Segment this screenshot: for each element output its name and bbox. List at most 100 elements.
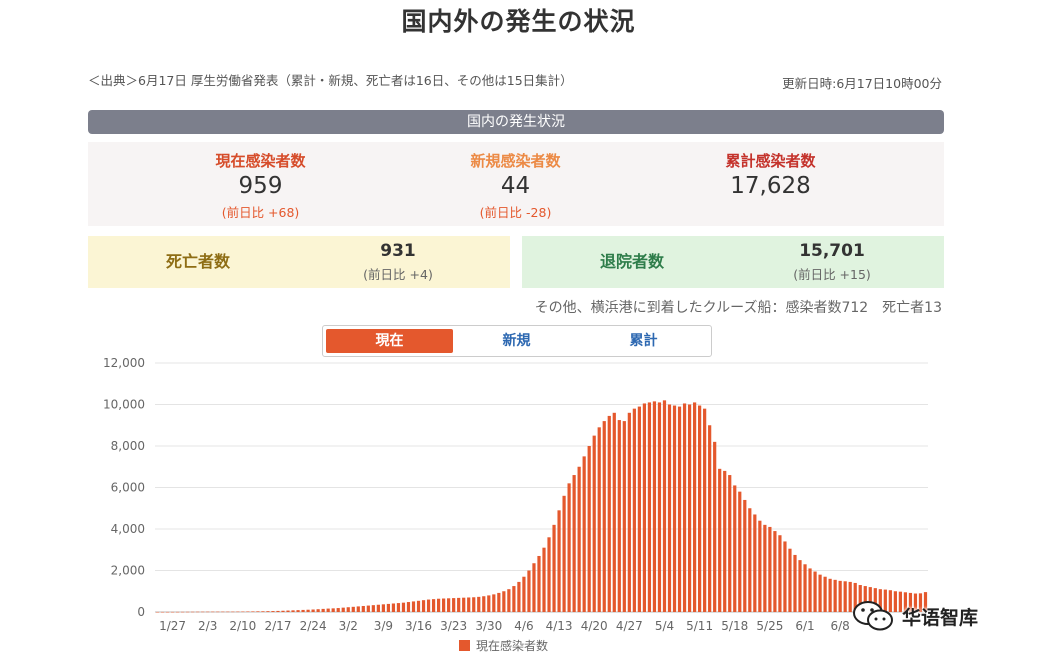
bar [783, 541, 787, 612]
bar [436, 598, 441, 612]
bar [281, 610, 285, 612]
bar [863, 586, 867, 612]
recovered-panel: 退院者数 15,701 (前日比 +15) [522, 236, 944, 288]
x-tick-label: 3/30 [475, 619, 502, 633]
bar [868, 587, 872, 612]
bar [301, 609, 305, 612]
y-tick-label: 10,000 [103, 398, 145, 412]
bar [532, 563, 536, 612]
bar [191, 611, 195, 613]
bar [356, 606, 360, 612]
x-tick-label: 1/27 [159, 619, 186, 633]
bar [617, 420, 621, 612]
bar [572, 475, 576, 612]
bar [336, 608, 340, 612]
bar [798, 560, 802, 612]
stat-current: 現在感染者数 959 (前日比 +68) [118, 142, 403, 221]
stats-panel: 現在感染者数 959 (前日比 +68) 新規感染者数 44 (前日比 -28)… [88, 142, 944, 226]
bar [442, 598, 446, 612]
deaths-panel: 死亡者数 931 (前日比 +4) [88, 236, 510, 288]
bar [186, 611, 190, 613]
bar [361, 605, 365, 612]
bar [778, 535, 782, 612]
bar [492, 594, 496, 612]
bar [818, 574, 822, 612]
bar [597, 427, 601, 612]
bar [271, 611, 275, 612]
x-tick-label: 4/13 [546, 619, 573, 633]
bar [321, 608, 325, 612]
bar [723, 470, 727, 612]
x-tick-label: 4/20 [581, 619, 608, 633]
bar [748, 508, 752, 612]
bar [562, 495, 566, 612]
legend-swatch [459, 640, 470, 651]
bar [853, 582, 857, 612]
bar [527, 570, 531, 612]
bar [306, 609, 310, 612]
bar [155, 611, 160, 613]
bar [376, 604, 380, 612]
bar [452, 598, 456, 612]
bar [421, 600, 426, 612]
tab-total[interactable]: 累計 [629, 333, 658, 349]
bar [708, 425, 712, 612]
bar [431, 599, 436, 612]
bar [647, 402, 652, 612]
bar [612, 412, 616, 612]
bar [592, 435, 596, 612]
recovered-label: 退院者数 [599, 252, 664, 271]
x-tick-label: 2/3 [198, 619, 217, 633]
y-tick-label: 8,000 [111, 439, 145, 453]
bar [888, 590, 892, 612]
bar [467, 597, 471, 612]
bar [753, 514, 757, 612]
chart-tabs: 現在 新規 累計 [322, 325, 712, 357]
bar [507, 589, 511, 612]
bar [652, 401, 657, 612]
bar [642, 403, 647, 612]
stat-new: 新規感染者数 44 (前日比 -28) [373, 142, 658, 221]
bar [487, 595, 491, 612]
bar [692, 402, 697, 612]
bar [848, 581, 852, 612]
source-note: ＜出典＞6月17日 厚生労働省発表（累計・新規、死亡者は16日、その他は15日集… [88, 73, 573, 88]
tab-new[interactable]: 新規 [502, 333, 531, 349]
bar [913, 593, 918, 612]
bar [256, 611, 260, 612]
bar [567, 483, 571, 612]
stat-current-delta: (前日比 +68) [221, 205, 300, 220]
bar [276, 610, 280, 612]
bar [502, 591, 506, 612]
deaths-value: 931 [380, 241, 416, 261]
bar [703, 408, 707, 612]
bar [251, 611, 255, 612]
bar [381, 604, 385, 612]
stat-total: 累計感染者数 17,628 [628, 142, 913, 200]
stat-new-value: 44 [500, 173, 531, 199]
bar [813, 571, 817, 612]
updated-timestamp: 更新日時:6月17日10時00分 [782, 76, 942, 91]
bar [667, 404, 672, 612]
bar [401, 602, 406, 612]
wechat-icon [853, 601, 893, 631]
y-tick-label: 6,000 [111, 481, 145, 495]
stat-total-value: 17,628 [730, 173, 811, 199]
tab-current[interactable]: 現在 [326, 329, 453, 353]
bar [201, 611, 205, 613]
bar [472, 597, 476, 612]
bar [682, 403, 687, 612]
bar [873, 588, 877, 612]
x-tick-label: 3/9 [374, 619, 393, 633]
cruise-ship-note: その他、横浜港に到着したクルーズ船：感染者数712 死亡者13 [534, 300, 942, 316]
bar [181, 611, 185, 613]
bar [858, 585, 862, 612]
x-tick-label: 2/17 [265, 619, 292, 633]
x-tick-label: 3/23 [440, 619, 467, 633]
bar [165, 611, 170, 613]
bar [833, 579, 837, 612]
bar [261, 611, 265, 612]
bar [698, 405, 702, 612]
watermark: 华语智库 [850, 596, 1030, 636]
bar [170, 611, 175, 613]
